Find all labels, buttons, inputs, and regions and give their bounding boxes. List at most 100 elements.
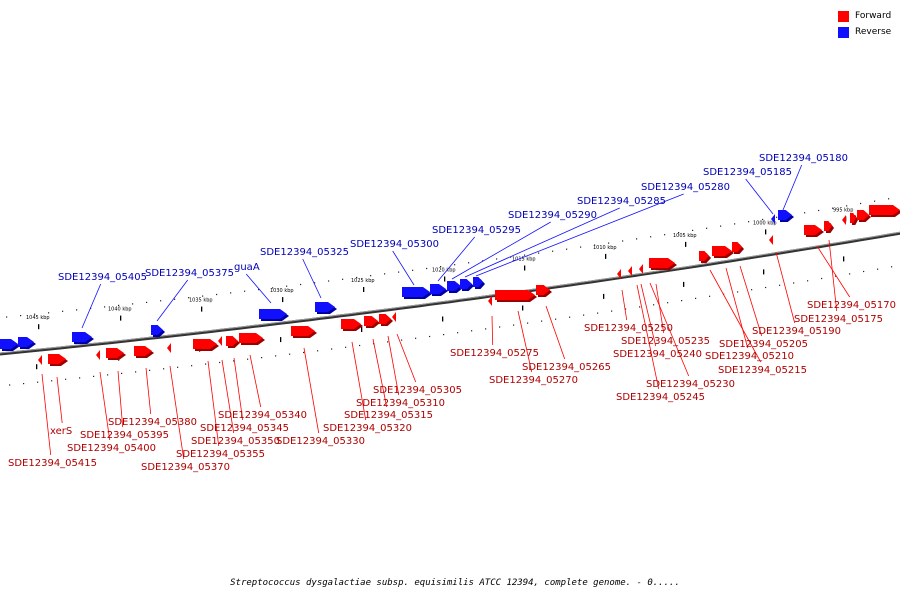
gene-arrow	[392, 312, 396, 322]
gene-arrow	[771, 214, 775, 224]
gene-arrow	[769, 235, 773, 245]
leader-line	[387, 335, 400, 396]
gene-label[interactable]: guaA	[234, 262, 260, 273]
gene-label[interactable]: SDE12394_05400	[67, 443, 156, 454]
gene-label[interactable]: SDE12394_05370	[141, 462, 230, 473]
track-dot	[135, 371, 137, 373]
track-dot	[471, 330, 473, 332]
legend-reverse: Reverse	[838, 25, 891, 39]
gene-label[interactable]: SDE12394_05285	[577, 196, 666, 207]
leader-line	[621, 289, 628, 321]
gene-label[interactable]: xerS	[50, 426, 72, 437]
track-dot	[51, 380, 53, 382]
gene-label[interactable]: SDE12394_05405	[58, 272, 147, 283]
track-dot	[804, 212, 806, 214]
leader-line	[655, 283, 665, 334]
leader-line	[709, 269, 762, 363]
leader-line	[775, 251, 796, 324]
track-dot	[524, 254, 526, 256]
gene-label[interactable]: SDE12394_05305	[373, 385, 462, 396]
gene-label[interactable]: SDE12394_05235	[621, 336, 710, 347]
track-dot	[734, 223, 736, 225]
gene-label[interactable]: SDE12394_05270	[489, 375, 578, 386]
track-dot	[345, 346, 347, 348]
gene-label[interactable]: SDE12394_05320	[323, 423, 412, 434]
gene-label[interactable]: SDE12394_05205	[719, 339, 808, 350]
track-dot	[440, 266, 442, 268]
scale-tick	[444, 276, 446, 282]
gene-label[interactable]: SDE12394_05355	[176, 449, 265, 460]
reverse-label: Reverse	[855, 27, 892, 37]
track-dot	[737, 291, 739, 293]
gene-label[interactable]: SDE12394_05300	[350, 239, 439, 250]
gene-label[interactable]: SDE12394_05395	[80, 430, 169, 441]
track-dot	[107, 374, 109, 376]
track-dot	[149, 369, 151, 371]
track-dot	[258, 289, 260, 291]
gene-label[interactable]: SDE12394_05310	[356, 398, 445, 409]
leader-line	[396, 333, 417, 383]
track-dot	[541, 320, 543, 322]
gene-label[interactable]: SDE12394_05230	[646, 379, 735, 390]
gene-label[interactable]: SDE12394_05380	[108, 417, 197, 428]
leader-line	[207, 360, 220, 447]
gene-label[interactable]: SDE12394_05340	[218, 410, 307, 421]
leader-line	[156, 279, 189, 322]
leader-line	[517, 310, 533, 373]
track-dot	[443, 334, 445, 336]
scale-tick	[36, 364, 38, 370]
gene-label[interactable]: SDE12394_05190	[752, 326, 841, 337]
gene-arrow	[72, 332, 92, 342]
track-dot	[412, 269, 414, 271]
track-dot	[510, 256, 512, 258]
gene-arrow	[869, 205, 900, 215]
track-dot	[513, 324, 515, 326]
gene-label[interactable]: SDE12394_05415	[8, 458, 97, 469]
gene-arrow	[617, 269, 621, 279]
leader-line	[221, 359, 235, 434]
gene-label[interactable]: SDE12394_05265	[522, 362, 611, 373]
gene-arrow	[473, 277, 483, 287]
track-dot	[177, 366, 179, 368]
gene-label[interactable]: SDE12394_05280	[641, 182, 730, 193]
track-dot	[23, 383, 25, 385]
leader-line	[437, 236, 476, 282]
gene-label[interactable]: SDE12394_05180	[759, 153, 848, 164]
track-dot	[342, 278, 344, 280]
gene-label[interactable]: SDE12394_05170	[807, 300, 896, 311]
gene-label[interactable]: SDE12394_05175	[794, 314, 883, 325]
track-dot	[454, 264, 456, 266]
gene-label[interactable]: SDE12394_05275	[450, 348, 539, 359]
gene-arrow	[96, 350, 100, 360]
gene-label[interactable]: SDE12394_05250	[584, 323, 673, 334]
gene-label[interactable]: SDE12394_05290	[508, 210, 597, 221]
leader-line	[464, 207, 620, 278]
track-dot	[104, 306, 106, 308]
track-dot	[370, 275, 372, 277]
gene-label[interactable]: SDE12394_05315	[344, 410, 433, 421]
track-dot	[233, 360, 235, 362]
track-dot	[247, 358, 249, 360]
track-dot	[328, 280, 330, 282]
gene-label[interactable]: SDE12394_05295	[432, 225, 521, 236]
track-dot	[272, 287, 274, 289]
gene-label[interactable]: SDE12394_05185	[703, 167, 792, 178]
gene-arrow	[239, 333, 263, 343]
track-dot	[65, 378, 67, 380]
gene-label[interactable]: SDE12394_05210	[705, 351, 794, 362]
track-dot	[793, 282, 795, 284]
leader-line	[302, 258, 322, 299]
gene-label[interactable]: SDE12394_05325	[260, 247, 349, 258]
gene-label[interactable]: SDE12394_05240	[613, 349, 702, 360]
gene-label[interactable]: SDE12394_05330	[276, 436, 365, 447]
gene-arrow	[732, 242, 742, 252]
track-dot	[555, 318, 557, 320]
gene-label[interactable]: SDE12394_05345	[200, 423, 289, 434]
gene-label[interactable]: SDE12394_05375	[145, 268, 234, 279]
gene-label[interactable]: SDE12394_05245	[616, 392, 705, 403]
gene-label[interactable]: SDE12394_05350	[191, 436, 280, 447]
leader-line	[816, 245, 851, 298]
gene-label[interactable]: SDE12394_05215	[718, 365, 807, 376]
track-dot	[300, 283, 302, 286]
track-dot	[62, 310, 64, 312]
